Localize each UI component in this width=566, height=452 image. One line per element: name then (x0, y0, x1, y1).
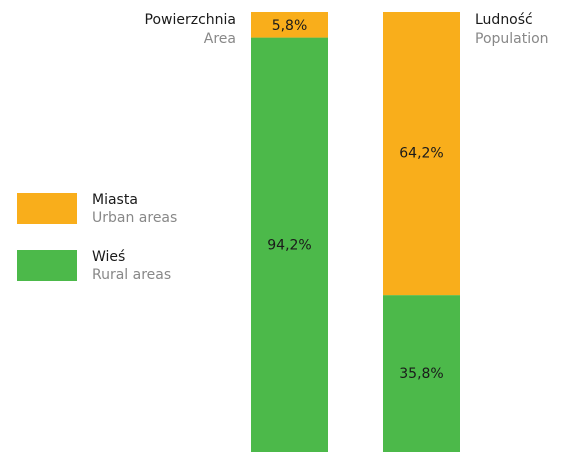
value-label: 64,2% (399, 146, 443, 162)
bar-segment (251, 12, 328, 38)
category-subtitle: Area (204, 31, 236, 47)
category-label: Ludność (475, 12, 533, 28)
legend-subtitle: Rural areas (92, 267, 171, 283)
legend-label: Miasta (92, 192, 138, 208)
value-label: 94,2% (267, 237, 311, 253)
category-subtitle: Population (475, 31, 549, 47)
value-label: 5,8% (272, 18, 308, 34)
value-label: 35,8% (399, 366, 443, 382)
legend-label: Wieś (92, 249, 125, 265)
bar-segment (383, 12, 460, 296)
legend-subtitle: Urban areas (92, 210, 177, 226)
bar-segment (383, 295, 460, 452)
legend-swatch (17, 193, 77, 224)
legend-swatch (17, 250, 77, 281)
category-label: Powierzchnia (145, 12, 236, 28)
bar-segment (251, 37, 328, 452)
